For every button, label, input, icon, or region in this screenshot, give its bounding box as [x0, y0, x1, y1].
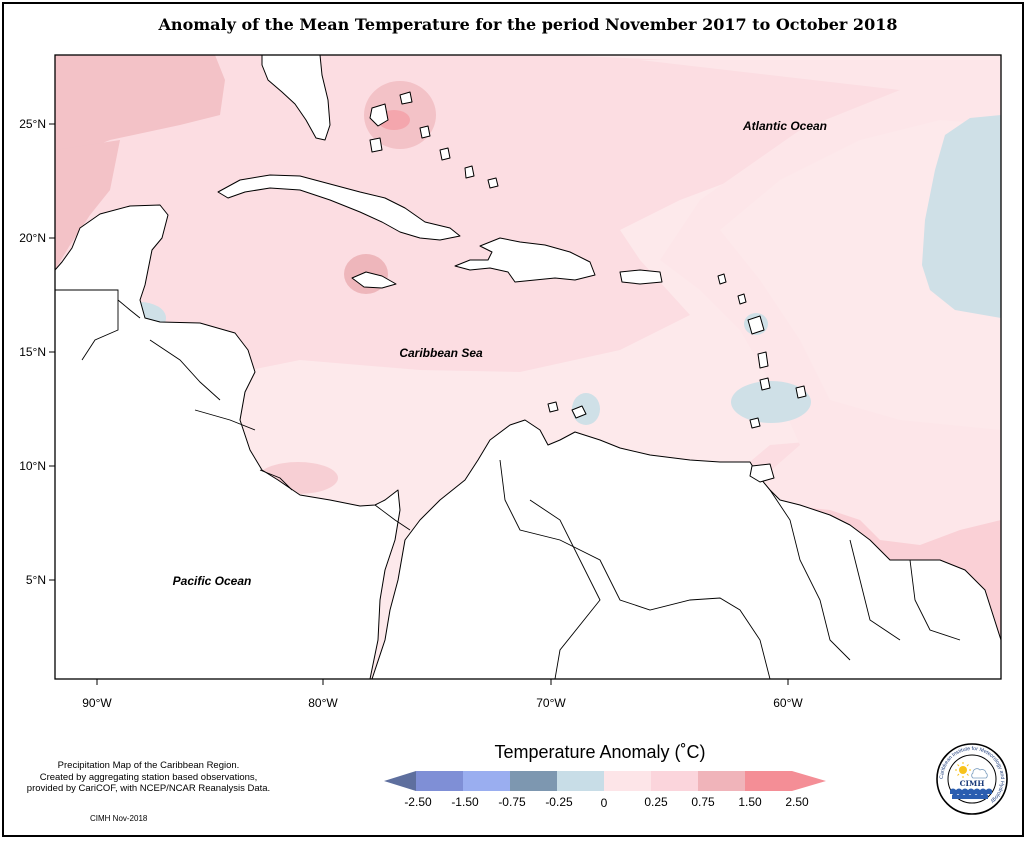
- land-guadeloupe: [747, 315, 765, 335]
- land-jamaica: [351, 271, 397, 289]
- lat-label-5: 5°N: [26, 573, 46, 587]
- border-guyana-suriname: [849, 539, 901, 641]
- legend-tick-2: -0.75: [498, 795, 526, 809]
- legend-swatch-0: [384, 771, 416, 791]
- legend-swatch-1: [416, 771, 463, 791]
- cloud-icon: [971, 768, 988, 779]
- legend-tick-7: 1.50: [738, 795, 762, 809]
- legend-ticks: -2.50 -1.50 -0.75 -0.25 0 0.25 0.75 1.50…: [404, 795, 809, 810]
- latitude-axis: 25°N 20°N 15°N 10°N 5°N: [19, 117, 55, 587]
- legend-swatch-8: [745, 771, 792, 791]
- anomaly-cool-windwards: [731, 381, 811, 423]
- anomaly-cool-atlantic: [922, 115, 1001, 318]
- land-antigua: [737, 293, 747, 305]
- legend-tick-4: 0: [601, 796, 608, 810]
- land-curacao: [571, 405, 587, 419]
- land-trinidad: [749, 463, 775, 483]
- land-bahamas-inagua: [487, 177, 499, 189]
- land-barbados: [795, 385, 807, 399]
- land-outlines: [55, 55, 1001, 679]
- legend-colorbar: [384, 771, 826, 791]
- legend-title: Temperature Anomaly (˚C): [494, 742, 706, 762]
- legend-swatch-6: [651, 771, 698, 791]
- land-st-kitts: [717, 273, 727, 285]
- land-bahamas-long: [464, 165, 475, 179]
- anomaly-warm-west: [55, 140, 120, 270]
- legend-tick-0: -2.50: [404, 795, 432, 809]
- lat-label-20: 20°N: [19, 231, 46, 245]
- legend-tick-5: 0.25: [644, 795, 668, 809]
- land-cuba: [217, 174, 461, 241]
- lon-label-90: 90°W: [82, 696, 112, 710]
- land-grenada: [749, 417, 761, 429]
- label-atlantic-ocean: Atlantic Ocean: [742, 119, 827, 133]
- lat-label-15: 15°N: [19, 345, 46, 359]
- legend-tick-6: 0.75: [691, 795, 715, 809]
- anomaly-light-region-east: [600, 60, 1001, 679]
- land-central-america: [55, 204, 401, 679]
- longitude-axis: 90°W 80°W 70°W 60°W: [82, 679, 803, 710]
- legend-tick-8: 2.50: [785, 795, 809, 809]
- anomaly-warm-nw: [55, 55, 225, 160]
- legend-swatch-3: [510, 771, 557, 791]
- legend-tick-3: -0.25: [545, 795, 573, 809]
- border-venezuela-guyana: [769, 489, 851, 661]
- legend-swatch-4: [557, 771, 604, 791]
- border-inner-sa: [529, 499, 601, 679]
- cimh-logo: Caribbean Institute for Meteorology and …: [936, 743, 1008, 815]
- label-caribbean-sea: Caribbean Sea: [399, 346, 483, 360]
- border-colombia-venezuela: [499, 459, 771, 679]
- border-costa-rica: [259, 469, 293, 491]
- sun-icon: [959, 766, 967, 774]
- source-note-line: Created by aggregating station based obs…: [39, 771, 258, 783]
- legend-swatch-9: [792, 771, 826, 791]
- source-note: Precipitation Map of the Caribbean Regio…: [6, 760, 291, 795]
- label-pacific-ocean: Pacific Ocean: [173, 574, 252, 588]
- country-borders: [55, 289, 961, 679]
- legend-tick-1: -1.50: [451, 795, 479, 809]
- source-note-line: Precipitation Map of the Caribbean Regio…: [57, 760, 240, 771]
- border-suriname-guiana: [909, 559, 961, 641]
- border-panama-colombia: [374, 504, 411, 531]
- sun-rays-icon: [955, 762, 971, 778]
- lat-label-25: 25°N: [19, 117, 46, 131]
- land-bahamas-eleuthera: [419, 125, 431, 139]
- land-st-lucia: [759, 377, 771, 391]
- land-florida: [261, 55, 331, 141]
- land-martinique: [757, 351, 769, 369]
- lon-label-60: 60°W: [773, 696, 803, 710]
- lat-label-10: 10°N: [19, 459, 46, 473]
- legend-swatch-7: [698, 771, 745, 791]
- legend-swatch-2: [463, 771, 510, 791]
- land-bahamas-south: [369, 137, 383, 153]
- border-belize: [117, 299, 141, 319]
- land-bahamas-andros: [369, 103, 389, 127]
- lon-label-80: 80°W: [308, 696, 338, 710]
- credit-text: CIMH Nov-2018: [90, 814, 148, 823]
- land-bahamas-abaco: [399, 91, 413, 105]
- lon-label-70: 70°W: [536, 696, 566, 710]
- border-mexico: [55, 289, 119, 361]
- map-title: Anomaly of the Mean Temperature for the …: [158, 15, 898, 34]
- map-border: [54, 54, 1002, 680]
- land-bahamas-cat: [439, 147, 451, 161]
- waves-icon: [950, 788, 992, 799]
- land-puerto-rico: [619, 269, 663, 285]
- land-hispaniola: [454, 237, 596, 283]
- land-aruba: [547, 401, 559, 413]
- legend-swatch-5: [604, 771, 651, 791]
- border-honduras: [149, 339, 221, 401]
- border-nicaragua: [194, 409, 256, 431]
- anomaly-field: [55, 55, 1001, 679]
- source-note-line: provided by CariCOF, with NCEP/NCAR Rean…: [26, 783, 271, 794]
- logo-name: CIMH: [960, 779, 985, 788]
